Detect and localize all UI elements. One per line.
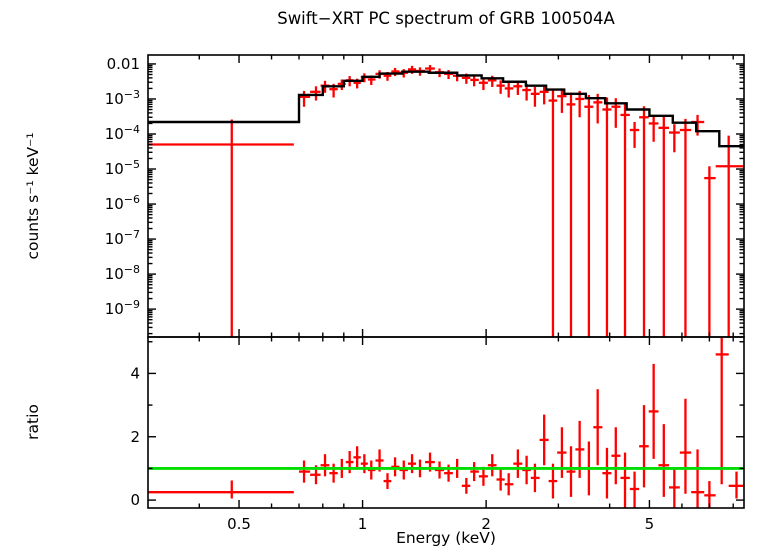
tick-label: 10−9 [105,298,140,318]
spectrum-panel-frame [147,54,745,338]
tick-labels: 0.01 10−3 10−4 10−5 10−6 10−7 10−8 10−9 0 2 4 0.5 1 2… [105,55,655,533]
spectrum-model-line [148,70,744,148]
ratio-panel-frame [147,336,745,509]
tick-label: 2 [130,428,140,446]
spectrum-y-axis-label: counts s⁻¹ keV⁻¹ [24,132,42,259]
tick-label: 0.01 [107,55,140,73]
tick-label: 2 [481,515,491,533]
spectrum-points [148,65,744,337]
tick-label: 10−6 [105,193,140,213]
chart-title: Swift−XRT PC spectrum of GRB 100504A [277,9,615,28]
tick-label: 5 [645,515,655,533]
ratio-points [148,337,744,508]
tick-label: 0 [130,491,140,509]
tick-label: 1 [358,515,368,533]
tick-label: 10−8 [105,263,140,283]
tick-label: 0.5 [227,515,251,533]
tick-label: 10−3 [105,88,140,108]
tick-label: 10−4 [105,123,140,143]
model-step-path [148,70,744,148]
plot-content: 0.01 10−3 10−4 10−5 10−6 10−7 10−8 10−9 0 2 4 0.5 1 2… [105,54,745,533]
panel-frames [147,54,745,509]
tick-label: 10−5 [105,158,140,178]
x-axis-label: Energy (keV) [396,529,496,547]
ratio-y-axis-label: ratio [24,404,42,440]
tick-label: 4 [130,364,140,382]
tick-label: 10−7 [105,228,140,248]
